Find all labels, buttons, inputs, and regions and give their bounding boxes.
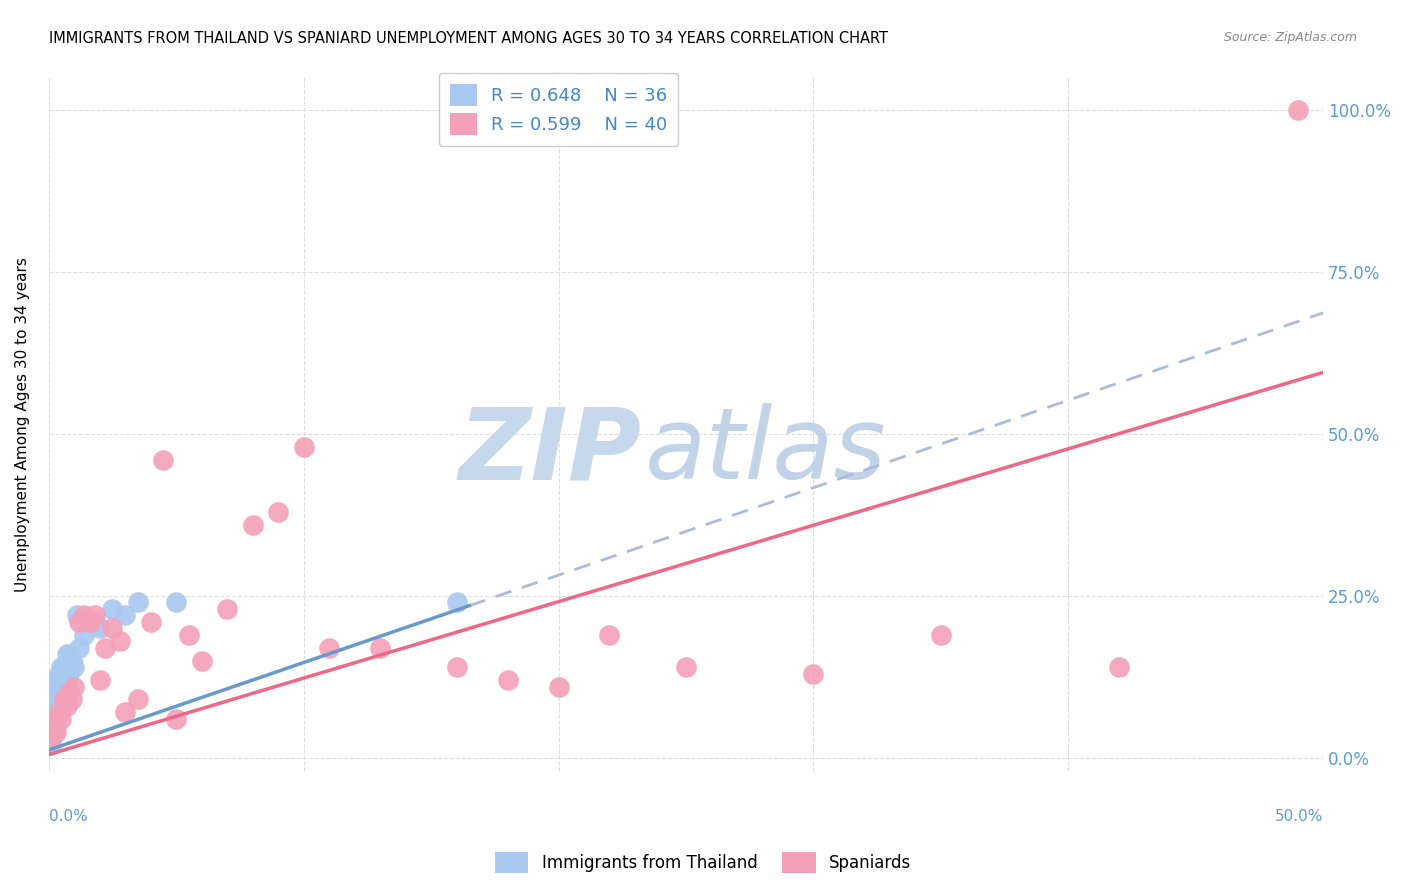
Point	[73, 608, 96, 623]
Point	[127, 595, 149, 609]
Point	[42, 692, 65, 706]
Point	[267, 505, 290, 519]
Point	[51, 712, 73, 726]
Legend: R = 0.648    N = 36, R = 0.599    N = 40: R = 0.648 N = 36, R = 0.599 N = 40	[439, 73, 678, 145]
Point	[48, 666, 70, 681]
Point	[292, 440, 315, 454]
Point	[55, 647, 77, 661]
Point	[63, 680, 86, 694]
Point	[83, 608, 105, 623]
Point	[39, 731, 62, 746]
Point	[53, 660, 76, 674]
Point	[45, 724, 67, 739]
Text: Source: ZipAtlas.com: Source: ZipAtlas.com	[1223, 31, 1357, 45]
Point	[598, 628, 620, 642]
Point	[42, 706, 65, 720]
Point	[58, 647, 80, 661]
Point	[165, 712, 187, 726]
Point	[42, 718, 65, 732]
Point	[55, 673, 77, 687]
Point	[42, 724, 65, 739]
Point	[318, 640, 340, 655]
Text: atlas: atlas	[645, 403, 887, 500]
Point	[177, 628, 200, 642]
Point	[108, 634, 131, 648]
Point	[51, 660, 73, 674]
Point	[101, 621, 124, 635]
Point	[496, 673, 519, 687]
Point	[242, 517, 264, 532]
Point	[675, 660, 697, 674]
Text: ZIP: ZIP	[458, 403, 641, 500]
Point	[60, 692, 83, 706]
Point	[39, 731, 62, 746]
Point	[217, 601, 239, 615]
Point	[114, 608, 136, 623]
Point	[152, 452, 174, 467]
Point	[67, 640, 90, 655]
Point	[51, 698, 73, 713]
Point	[101, 601, 124, 615]
Point	[803, 666, 825, 681]
Point	[79, 615, 101, 629]
Point	[89, 621, 111, 635]
Point	[45, 686, 67, 700]
Point	[114, 706, 136, 720]
Point	[1286, 103, 1309, 117]
Point	[42, 712, 65, 726]
Point	[39, 718, 62, 732]
Point	[55, 698, 77, 713]
Point	[45, 718, 67, 732]
Point	[60, 654, 83, 668]
Point	[67, 615, 90, 629]
Point	[368, 640, 391, 655]
Point	[446, 595, 468, 609]
Text: 0.0%: 0.0%	[49, 809, 87, 824]
Point	[45, 673, 67, 687]
Point	[190, 654, 212, 668]
Point	[94, 640, 117, 655]
Point	[48, 686, 70, 700]
Point	[48, 706, 70, 720]
Point	[547, 680, 569, 694]
Point	[73, 628, 96, 642]
Point	[1108, 660, 1130, 674]
Point	[66, 608, 89, 623]
Text: 50.0%: 50.0%	[1275, 809, 1323, 824]
Point	[83, 615, 105, 629]
Point	[165, 595, 187, 609]
Point	[929, 628, 952, 642]
Point	[48, 706, 70, 720]
Point	[79, 615, 101, 629]
Point	[58, 686, 80, 700]
Point	[58, 666, 80, 681]
Point	[53, 686, 76, 700]
Point	[45, 698, 67, 713]
Y-axis label: Unemployment Among Ages 30 to 34 years: Unemployment Among Ages 30 to 34 years	[15, 257, 30, 591]
Point	[39, 738, 62, 752]
Legend: Immigrants from Thailand, Spaniards: Immigrants from Thailand, Spaniards	[488, 846, 918, 880]
Point	[446, 660, 468, 674]
Point	[139, 615, 162, 629]
Point	[63, 660, 86, 674]
Point	[53, 692, 76, 706]
Point	[51, 680, 73, 694]
Text: IMMIGRANTS FROM THAILAND VS SPANIARD UNEMPLOYMENT AMONG AGES 30 TO 34 YEARS CORR: IMMIGRANTS FROM THAILAND VS SPANIARD UNE…	[49, 31, 889, 46]
Point	[127, 692, 149, 706]
Point	[89, 673, 111, 687]
